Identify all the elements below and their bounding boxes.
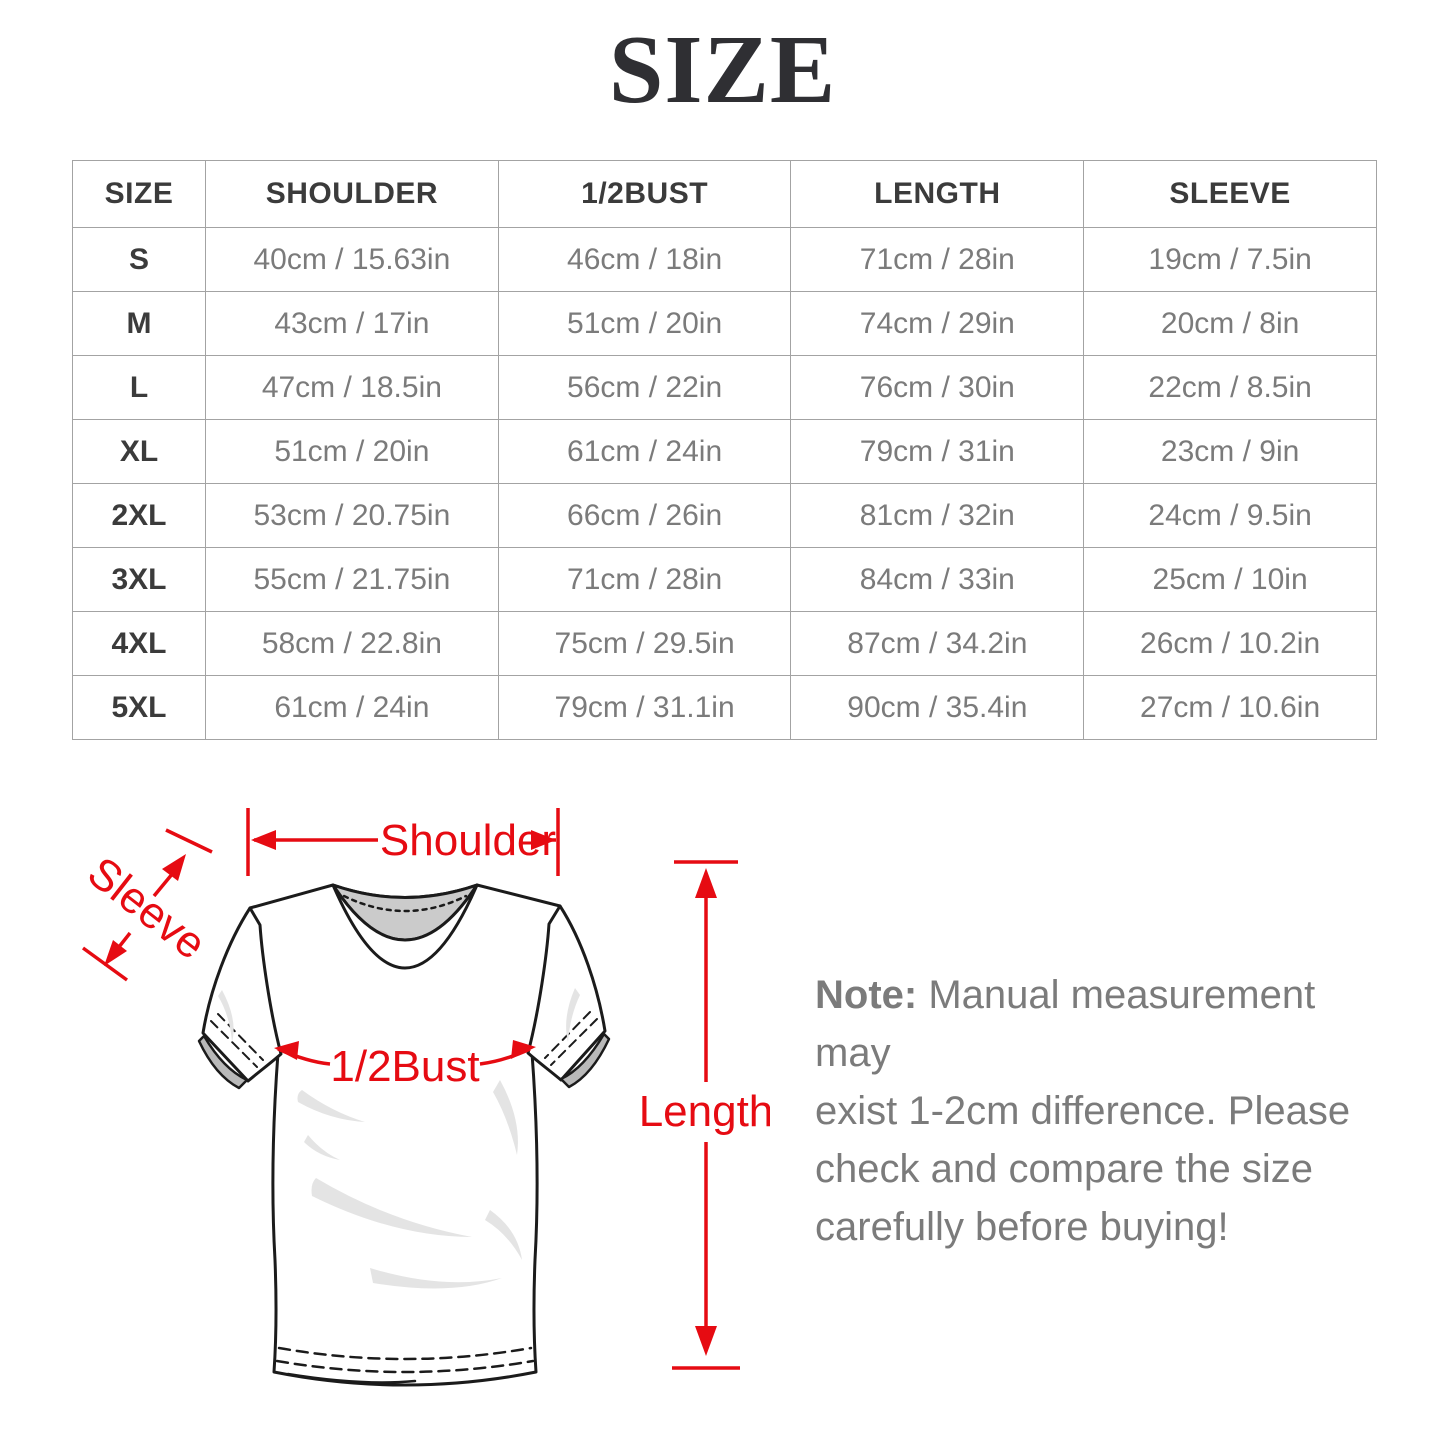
length-cell: 81cm / 32in	[790, 483, 1085, 548]
length-label: Length	[639, 1087, 770, 1136]
bust-measure-arrow: 1/2Bust	[274, 1040, 536, 1091]
right-sleeve-wrinkle	[566, 988, 580, 1042]
length-cell: 76cm / 30in	[790, 355, 1085, 420]
bust-cell: 66cm / 26in	[497, 483, 792, 548]
hem-stitch	[277, 1346, 533, 1361]
tshirt-measurement-diagram: Shoulder Sleeve 1/2Bust L	[70, 790, 770, 1445]
note-line-4: carefully before buying!	[815, 1205, 1229, 1249]
length-cell: 71cm / 28in	[790, 227, 1085, 292]
size-cell: XL	[72, 419, 206, 484]
shoulder-cell: 61cm / 24in	[205, 675, 499, 740]
note-line-3: check and compare the size	[815, 1147, 1314, 1191]
shoulder-cell: 43cm / 17in	[205, 291, 499, 356]
table-row: 2XL 53cm / 20.75in 66cm / 26in 81cm / 32…	[72, 483, 1377, 548]
table-header-row: SIZE SHOULDER 1/2BUST LENGTH SLEEVE	[72, 160, 1377, 228]
arrowhead-left-icon	[251, 830, 276, 850]
arrowhead-down-icon	[695, 1326, 717, 1356]
right-cuff-stitch	[550, 1018, 598, 1066]
sleeve-cell: 20cm / 8in	[1083, 291, 1377, 356]
tshirt-illustration	[197, 883, 611, 1387]
note-line-1: Manual measurement may	[815, 973, 1316, 1075]
sleeve-label: Sleeve	[79, 848, 215, 969]
sleeve-cell: 24cm / 9.5in	[1083, 483, 1377, 548]
size-cell: 2XL	[72, 483, 206, 548]
arrowhead-up-icon	[695, 868, 717, 898]
hem-stitch	[275, 1359, 535, 1374]
table-row: XL 51cm / 20in 61cm / 24in 79cm / 31in 2…	[72, 419, 1377, 484]
size-cell: L	[72, 355, 206, 420]
shoulder-cell: 58cm / 22.8in	[205, 611, 499, 676]
length-cell: 84cm / 33in	[790, 547, 1085, 612]
tshirt-left-sleeve	[201, 906, 283, 1083]
note-line-2: exist 1-2cm difference. Please	[815, 1089, 1351, 1133]
shoulder-cell: 47cm / 18.5in	[205, 355, 499, 420]
arrowhead-down-icon	[104, 940, 127, 966]
sleeve-cell: 25cm / 10in	[1083, 547, 1377, 612]
sleeve-measure-arrow: Sleeve	[79, 828, 215, 982]
table-row: 4XL 58cm / 22.8in 75cm / 29.5in 87cm / 3…	[72, 611, 1377, 676]
length-cell: 74cm / 29in	[790, 291, 1085, 356]
size-table: SIZE SHOULDER 1/2BUST LENGTH SLEEVE S 40…	[72, 160, 1377, 740]
sleeve-cell: 22cm / 8.5in	[1083, 355, 1377, 420]
header-shoulder: SHOULDER	[205, 160, 499, 228]
shoulder-cell: 51cm / 20in	[205, 419, 499, 484]
sleeve-end-bar	[165, 828, 213, 854]
collar-front-band	[331, 883, 479, 970]
bust-cell: 46cm / 18in	[497, 227, 792, 292]
table-row: 5XL 61cm / 24in 79cm / 31.1in 90cm / 35.…	[72, 675, 1377, 740]
table-row: S 40cm / 15.63in 46cm / 18in 71cm / 28in…	[72, 227, 1377, 292]
bust-cell: 61cm / 24in	[497, 419, 792, 484]
left-cuff-stitch	[210, 1020, 258, 1068]
length-measure-arrow: Length	[639, 860, 770, 1370]
table-row: M 43cm / 17in 51cm / 20in 74cm / 29in 20…	[72, 291, 1377, 356]
shoulder-cell: 53cm / 20.75in	[205, 483, 499, 548]
bust-cell: 51cm / 20in	[497, 291, 792, 356]
right-cuff-inner	[559, 1032, 611, 1089]
wrinkle-shading	[297, 1080, 522, 1289]
sleeve-arrow-line	[152, 871, 175, 898]
tshirt-right-sleeve	[526, 904, 607, 1082]
sleeve-cell: 23cm / 9in	[1083, 419, 1377, 484]
header-length: LENGTH	[790, 160, 1085, 228]
size-cell: 4XL	[72, 611, 206, 676]
sleeve-cell: 19cm / 7.5in	[1083, 227, 1377, 292]
left-cuff-stitch	[217, 1013, 264, 1061]
bust-cell: 71cm / 28in	[497, 547, 792, 612]
size-cell: 3XL	[72, 547, 206, 612]
header-bust: 1/2BUST	[497, 160, 792, 228]
note-text: Note: Manual measurement may exist 1-2cm…	[815, 966, 1380, 1256]
shoulder-cell: 55cm / 21.75in	[205, 547, 499, 612]
sleeve-cell: 27cm / 10.6in	[1083, 675, 1377, 740]
shoulder-measure-arrow: Shoulder	[246, 808, 560, 876]
sleeve-cell: 26cm / 10.2in	[1083, 611, 1377, 676]
bust-cell: 75cm / 29.5in	[497, 611, 792, 676]
arrowhead-right-icon	[511, 1040, 536, 1059]
table-row: L 47cm / 18.5in 56cm / 22in 76cm / 30in …	[72, 355, 1377, 420]
length-cell: 79cm / 31in	[790, 419, 1085, 484]
left-sleeve-wrinkle	[218, 990, 234, 1042]
collar-stitch	[342, 894, 468, 913]
shoulder-cell: 40cm / 15.63in	[205, 227, 499, 292]
length-cell: 87cm / 34.2in	[790, 611, 1085, 676]
left-cuff-inner	[197, 1034, 249, 1090]
arrowhead-left-icon	[274, 1041, 299, 1060]
hem-fold	[286, 1372, 417, 1384]
header-size: SIZE	[72, 160, 206, 228]
size-cell: 5XL	[72, 675, 206, 740]
note-line: Note: Manual measurement may	[815, 966, 1380, 1082]
length-cell: 90cm / 35.4in	[790, 675, 1085, 740]
shoulder-label: Shoulder	[380, 816, 556, 865]
size-cell: S	[72, 227, 206, 292]
table-row: 3XL 55cm / 21.75in 71cm / 28in 84cm / 33…	[72, 547, 1377, 612]
bust-cell: 56cm / 22in	[497, 355, 792, 420]
size-cell: M	[72, 291, 206, 356]
bust-label: 1/2Bust	[330, 1042, 479, 1091]
bust-cell: 79cm / 31.1in	[497, 675, 792, 740]
arrowhead-right-icon	[531, 830, 556, 850]
header-sleeve: SLEEVE	[1083, 160, 1377, 228]
note-prefix: Note:	[815, 973, 918, 1017]
arrowhead-up-icon	[162, 854, 186, 881]
page-title: SIZE	[608, 16, 837, 124]
